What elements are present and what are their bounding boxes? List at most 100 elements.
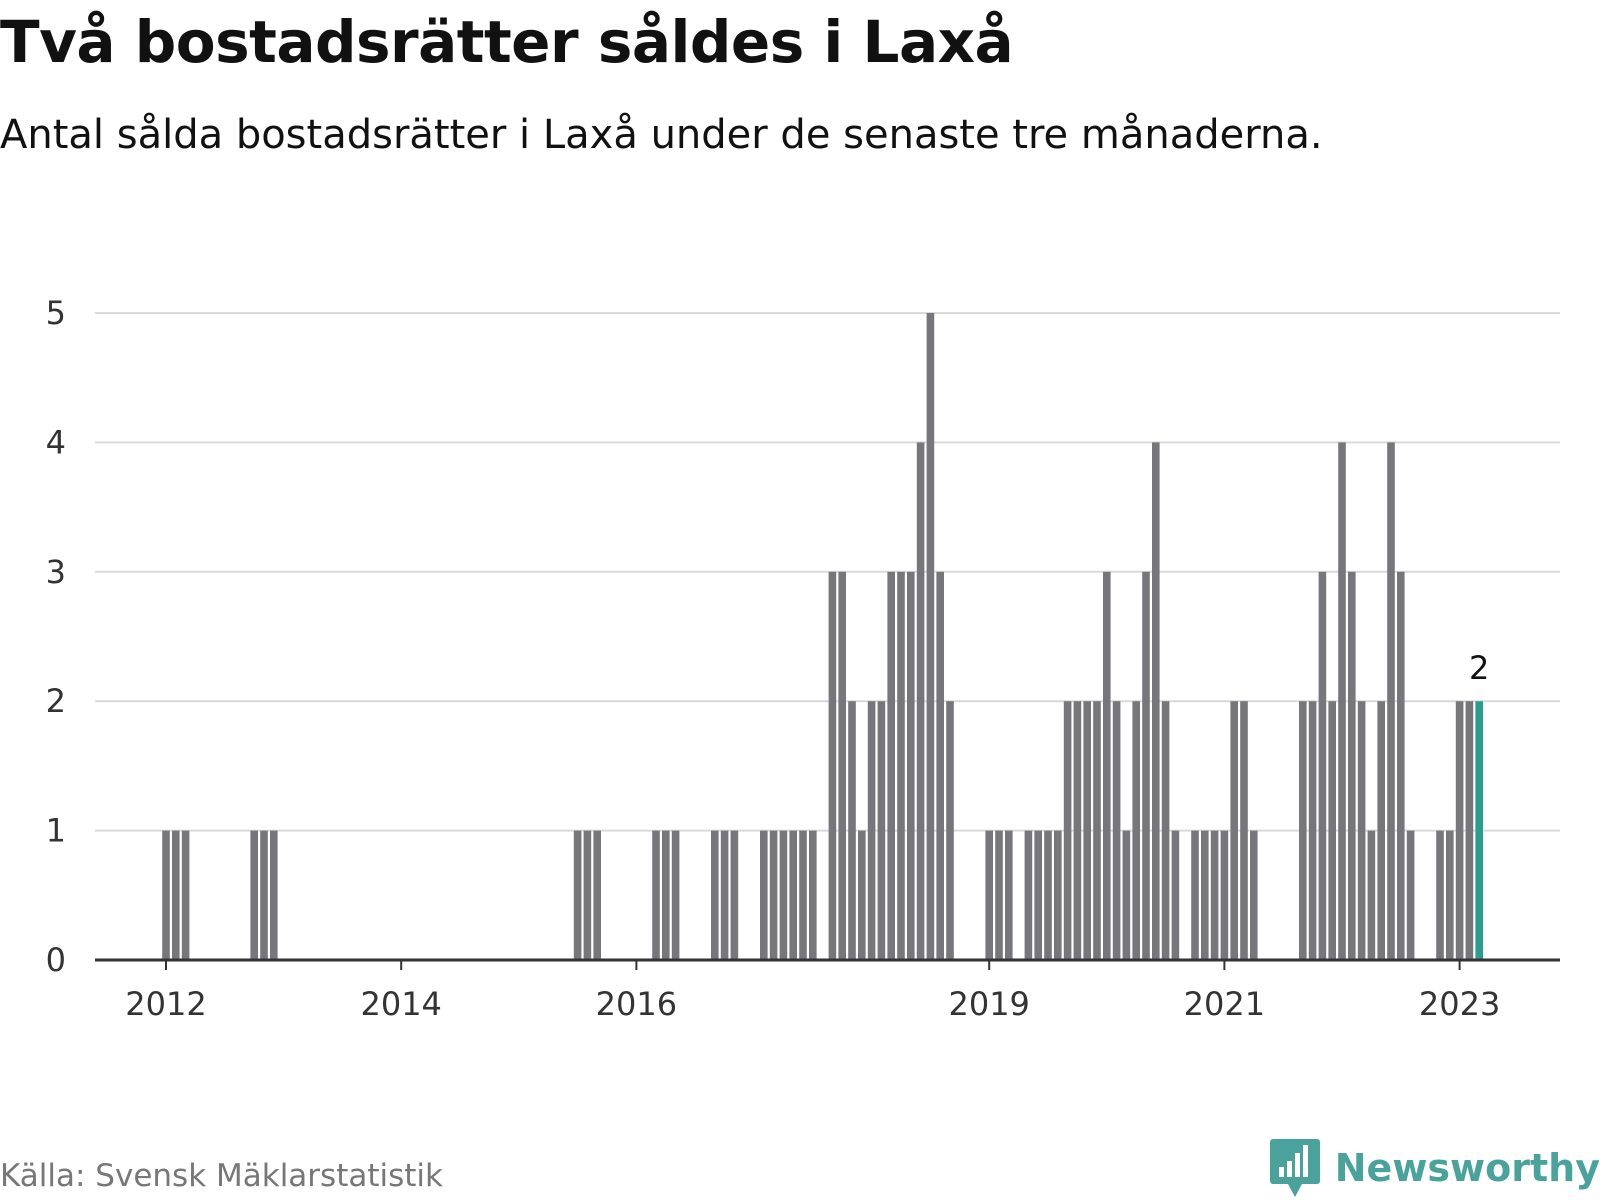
bar <box>848 701 856 960</box>
bar <box>858 830 866 960</box>
bar <box>662 830 670 960</box>
bar <box>1142 571 1150 960</box>
bar <box>1318 571 1327 960</box>
data-label: 2 <box>1469 649 1489 687</box>
y-tick-label: 3 <box>46 553 66 591</box>
bar <box>1367 830 1376 960</box>
x-tick-label: 2012 <box>125 985 206 1023</box>
annotations: 2 <box>1469 649 1489 687</box>
bar <box>1112 701 1121 960</box>
bar <box>897 571 905 960</box>
bar <box>1152 442 1160 960</box>
bar <box>1446 830 1454 960</box>
bar <box>1357 701 1366 960</box>
brand-logo[interactable]: Newsworthy <box>1269 1136 1600 1200</box>
y-tick-label: 2 <box>46 682 66 720</box>
bar <box>1161 701 1170 960</box>
bar <box>1073 701 1082 960</box>
bar <box>1034 830 1042 960</box>
bar <box>1387 442 1395 960</box>
bar <box>260 830 268 960</box>
bar <box>1191 830 1199 960</box>
bar <box>779 830 788 960</box>
bar <box>1240 701 1248 960</box>
bar <box>652 830 660 960</box>
bar <box>730 830 739 960</box>
bar <box>720 830 729 960</box>
bar <box>593 830 601 960</box>
bar <box>1475 701 1483 960</box>
bar <box>1220 830 1229 960</box>
bar <box>877 701 886 960</box>
bar <box>907 571 915 960</box>
bar <box>1024 830 1033 960</box>
x-tick-label: 2021 <box>1184 985 1265 1023</box>
bar <box>1063 701 1072 960</box>
bar <box>671 830 680 960</box>
bar <box>1436 830 1444 960</box>
bar <box>1328 701 1336 960</box>
bar <box>1122 830 1131 960</box>
bar <box>1044 830 1052 960</box>
bar <box>916 442 925 960</box>
bar <box>760 830 768 960</box>
bar <box>887 571 895 960</box>
y-tick-label: 1 <box>46 812 66 850</box>
bar <box>995 830 1003 960</box>
bar <box>1054 830 1062 960</box>
y-tick-label: 4 <box>46 423 66 461</box>
bar <box>936 571 944 960</box>
bar <box>799 830 807 960</box>
x-tick-label: 2016 <box>596 985 677 1023</box>
bar <box>1005 830 1013 960</box>
bar <box>270 830 278 960</box>
bar <box>1132 701 1140 960</box>
bar <box>172 830 180 960</box>
bar <box>1250 830 1258 960</box>
bar <box>946 701 954 960</box>
bar <box>1308 701 1317 960</box>
bar <box>250 830 258 960</box>
bar <box>789 830 797 960</box>
bar <box>1465 701 1474 960</box>
bar <box>1083 701 1091 960</box>
bar <box>1201 830 1209 960</box>
bar <box>1093 701 1101 960</box>
bar <box>1377 701 1385 960</box>
bar <box>1171 830 1180 960</box>
bar <box>867 701 876 960</box>
chart-subtitle: Antal sålda bostadsrätter i Laxå under d… <box>0 112 1323 158</box>
bar <box>838 571 846 960</box>
y-tick-label: 0 <box>46 941 66 979</box>
x-tick-label: 2023 <box>1419 985 1500 1023</box>
bar <box>1210 830 1219 960</box>
bar <box>1103 571 1111 960</box>
bar <box>1299 701 1307 960</box>
bar <box>1348 571 1356 960</box>
bar <box>926 313 935 960</box>
x-tick-label: 2019 <box>948 985 1029 1023</box>
bar <box>1406 830 1415 960</box>
x-tick-label: 2014 <box>360 985 441 1023</box>
bars <box>162 313 1483 960</box>
bar <box>769 830 778 960</box>
bar <box>583 830 592 960</box>
bar <box>1397 571 1405 960</box>
x-axis-ticks: 2012 2014 2016 2019 2021 2023 <box>125 960 1500 1023</box>
bar <box>809 830 817 960</box>
bar-chart: 0 1 2 3 4 5 2012 2014 2016 2019 2021 2023 2 <box>46 294 1560 1023</box>
bar <box>985 830 993 960</box>
source-note: Källa: Svensk Mäklarstatistik <box>0 1158 443 1194</box>
chart-title: Två bostadsrätter såldes i Laxå <box>0 8 1014 76</box>
bar <box>181 830 190 960</box>
bar <box>1455 701 1464 960</box>
bar <box>1230 701 1238 960</box>
y-axis-ticks: 0 1 2 3 4 5 <box>46 294 66 979</box>
bar <box>1338 442 1346 960</box>
newsworthy-logo-icon <box>1269 1139 1320 1197</box>
bar <box>162 830 170 960</box>
y-tick-label: 5 <box>46 294 66 332</box>
bar <box>711 830 719 960</box>
bar <box>573 830 582 960</box>
brand-name: Newsworthy <box>1334 1146 1600 1190</box>
